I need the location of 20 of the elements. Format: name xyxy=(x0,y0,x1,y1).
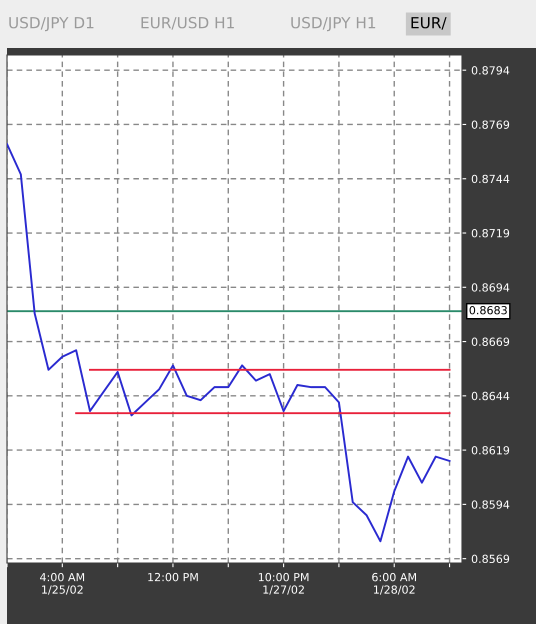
x-tick-label: 12:00 PM xyxy=(148,572,198,582)
y-tick-label: 0.8744 xyxy=(472,174,510,184)
y-tick-label: 0.8769 xyxy=(472,120,510,129)
text: USD/JPY D1 xyxy=(9,16,94,32)
text: EUR/USD H1 xyxy=(142,16,234,30)
y-tick-label: 0.8794 xyxy=(472,66,510,75)
y-tick-label: 0.8644 xyxy=(472,392,510,400)
y-tick-label: 0.8569 xyxy=(472,554,510,564)
y-tick-label: 0.8719 xyxy=(472,228,510,238)
x-tick-label: 4:00 AM 1/25/02 xyxy=(40,572,84,595)
x-tick-label: 6:00 AM 1/28/02 xyxy=(372,572,416,595)
y-tick-label: 0.8594 xyxy=(472,500,510,509)
y-tick-label: 0.8694 xyxy=(472,283,510,292)
line-series xyxy=(7,143,451,542)
y-tick-label: 0.8619 xyxy=(472,446,510,454)
text: EUR/ xyxy=(412,17,447,30)
x-tick-label: 10:00 PM 1/27/02 xyxy=(258,572,308,595)
ref-line-label: 0.8683 xyxy=(470,306,507,314)
y-tick-label: 0.8669 xyxy=(472,338,510,346)
text: USD/JPY H1 xyxy=(291,16,376,32)
